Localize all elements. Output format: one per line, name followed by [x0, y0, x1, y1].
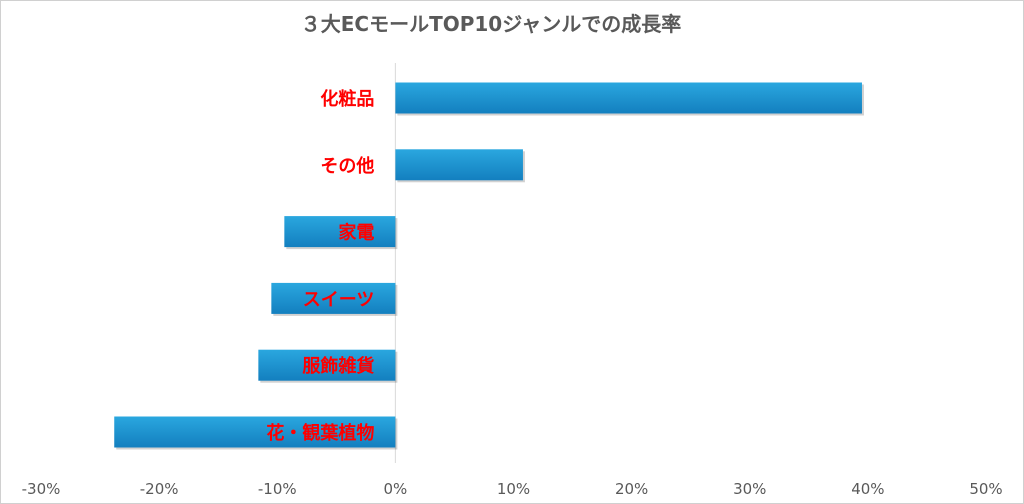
chart-title: ３大ECモールTOP10ジャンルでの成長率 [301, 12, 681, 36]
x-tick-label-1: -20% [140, 480, 179, 498]
x-tick-label-6: 30% [733, 480, 766, 498]
x-tick-label-8: 50% [969, 480, 1002, 498]
bar-0 [395, 82, 862, 114]
category-label-4: 服飾雑貨 [302, 355, 374, 377]
category-label-0: 化粧品 [320, 88, 374, 110]
x-tick-label-0: -30% [22, 480, 61, 498]
bars-layer [114, 82, 864, 450]
bar-3 [271, 282, 396, 314]
category-label-3: スイーツ [303, 289, 375, 310]
category-label-2: 家電 [338, 222, 374, 244]
x-tick-label-3: 0% [383, 480, 407, 498]
bar-4 [258, 349, 396, 381]
category-label-1: その他 [320, 155, 374, 177]
bar-2 [284, 216, 396, 248]
x-tick-labels-layer: -30% -20% -10% 0% 10% 20% 30% 40% 50% [22, 480, 1003, 498]
category-label-5: 花・観葉植物 [266, 422, 374, 444]
x-tick-label-2: -10% [258, 480, 297, 498]
x-tick-label-4: 10% [497, 480, 530, 498]
bar-5 [114, 416, 396, 448]
x-tick-label-5: 20% [615, 480, 648, 498]
bar-1 [395, 149, 523, 181]
x-tick-label-7: 40% [851, 480, 884, 498]
